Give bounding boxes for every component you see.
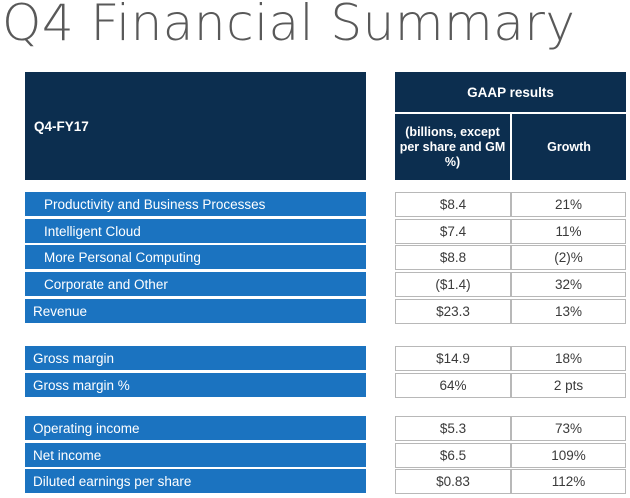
period-label: Q4-FY17 (34, 118, 89, 134)
row-label: Productivity and Business Processes (25, 192, 366, 217)
row-value: 64% (395, 373, 511, 398)
row-label: Revenue (25, 299, 366, 324)
row-growth: 2 pts (511, 373, 626, 398)
row-label: Gross margin % (25, 373, 366, 398)
row-value: $8.4 (395, 192, 511, 217)
value-column-header: (billions, except per share and GM %) (395, 114, 510, 180)
row-growth: 32% (511, 272, 626, 297)
row-value: $5.3 (395, 416, 511, 441)
row-value: ($1.4) (395, 272, 511, 297)
row-value: $0.83 (395, 469, 511, 494)
row-value: $8.8 (395, 245, 511, 270)
row-growth: 11% (511, 219, 626, 244)
row-label: Gross margin (25, 346, 366, 371)
row-growth: (2)% (511, 245, 626, 270)
row-label: Diluted earnings per share (25, 469, 366, 494)
row-value: $6.5 (395, 443, 511, 468)
value-column-label: (billions, except per share and GM %) (399, 124, 506, 169)
growth-column-header: Growth (512, 114, 626, 180)
row-value: $23.3 (395, 299, 511, 324)
row-label: Intelligent Cloud (25, 219, 366, 244)
row-growth: 73% (511, 416, 626, 441)
row-label: Corporate and Other (25, 272, 366, 297)
row-growth: 112% (511, 469, 626, 494)
growth-column-label: Growth (547, 139, 591, 154)
row-value: $14.9 (395, 346, 511, 371)
page-title: Q4 Financial Summary (2, 0, 576, 52)
gaap-results-label: GAAP results (467, 84, 554, 100)
row-value: $7.4 (395, 219, 511, 244)
row-growth: 21% (511, 192, 626, 217)
row-label: Net income (25, 443, 366, 468)
row-growth: 18% (511, 346, 626, 371)
period-header: Q4-FY17 (25, 72, 366, 180)
row-growth: 109% (511, 443, 626, 468)
row-label: Operating income (25, 416, 366, 441)
row-label: More Personal Computing (25, 245, 366, 270)
gaap-results-header: GAAP results (395, 72, 626, 112)
row-growth: 13% (511, 299, 626, 324)
